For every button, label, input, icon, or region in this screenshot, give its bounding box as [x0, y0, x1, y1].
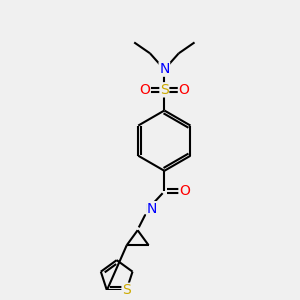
- Text: O: O: [140, 83, 150, 97]
- Text: H: H: [144, 204, 153, 214]
- Text: S: S: [160, 83, 169, 97]
- Text: O: O: [178, 83, 189, 97]
- Text: N: N: [159, 62, 170, 76]
- Text: O: O: [179, 184, 190, 199]
- Text: N: N: [147, 202, 157, 216]
- Text: S: S: [122, 283, 131, 297]
